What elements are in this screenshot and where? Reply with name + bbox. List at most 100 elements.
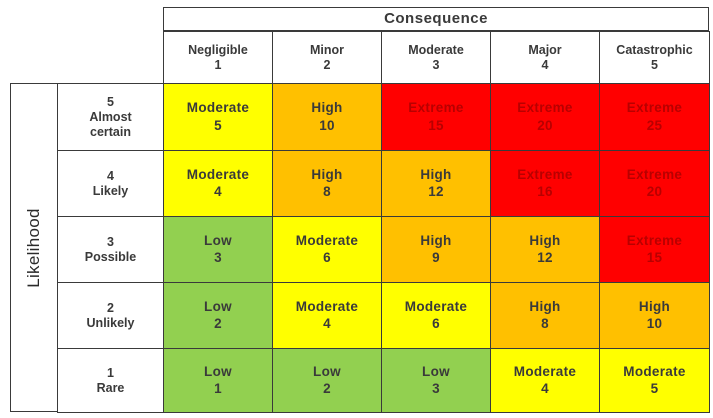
risk-cell: Low 2 xyxy=(272,348,382,413)
risk-level: Low xyxy=(204,232,232,248)
risk-score: 1 xyxy=(214,381,222,396)
column-label: Catastrophic xyxy=(616,42,693,57)
risk-cell: Extreme 20 xyxy=(599,150,710,217)
row-header: 3 Possible xyxy=(57,216,164,283)
risk-level: Extreme xyxy=(517,166,573,182)
risk-cell: High 10 xyxy=(272,83,382,151)
column-label: Major xyxy=(528,42,562,57)
risk-score: 12 xyxy=(428,184,444,199)
risk-level: High xyxy=(420,166,452,182)
risk-score: 3 xyxy=(432,381,440,396)
risk-level: Moderate xyxy=(186,166,250,182)
risk-score: 6 xyxy=(432,316,440,331)
risk-cell: Extreme 16 xyxy=(490,150,600,217)
risk-cell: High 9 xyxy=(381,216,491,283)
row-label: Possible xyxy=(84,249,137,264)
risk-level: Low xyxy=(422,363,450,379)
risk-level: Extreme xyxy=(408,100,464,116)
column-value: 1 xyxy=(214,57,222,72)
risk-level: High xyxy=(311,166,343,182)
risk-level: Low xyxy=(313,363,341,379)
risk-level: Moderate xyxy=(513,363,577,379)
row-header: 2 Unlikely xyxy=(57,282,164,349)
risk-cell: Low 2 xyxy=(163,282,273,349)
consequence-title: Consequence xyxy=(384,10,488,27)
column-header: Moderate 3 xyxy=(381,31,491,84)
column-value: 5 xyxy=(651,57,658,72)
risk-cell: Low 3 xyxy=(381,348,491,413)
risk-cell: Low 1 xyxy=(163,348,273,413)
risk-score: 10 xyxy=(319,117,335,133)
column-header: Negligible 1 xyxy=(163,31,273,84)
risk-cell: Moderate 4 xyxy=(272,282,382,349)
risk-score: 8 xyxy=(323,184,331,199)
risk-score: 4 xyxy=(541,381,549,396)
row-value: 4 xyxy=(107,168,114,183)
row-label: certain xyxy=(90,124,131,139)
risk-level: Extreme xyxy=(626,166,683,182)
row-header: 1 Rare xyxy=(57,348,164,413)
risk-score: 16 xyxy=(537,184,553,199)
risk-score: 6 xyxy=(323,250,331,265)
risk-score: 25 xyxy=(646,117,663,133)
risk-level: Moderate xyxy=(295,232,359,248)
risk-score: 20 xyxy=(537,117,553,133)
row-label: Rare xyxy=(96,380,125,395)
risk-score: 4 xyxy=(323,316,331,331)
risk-cell: High 12 xyxy=(381,150,491,217)
risk-level: Moderate xyxy=(404,298,468,314)
risk-score: 4 xyxy=(214,184,222,199)
risk-score: 20 xyxy=(646,184,663,199)
risk-level: High xyxy=(420,232,452,248)
risk-cell: Moderate 6 xyxy=(381,282,491,349)
risk-score: 9 xyxy=(432,250,440,265)
risk-cell: High 8 xyxy=(272,150,382,217)
risk-cell: High 12 xyxy=(490,216,600,283)
row-label: Likely xyxy=(92,183,129,198)
risk-level: Extreme xyxy=(626,100,683,116)
risk-cell: Extreme 25 xyxy=(599,83,710,151)
row-value: 2 xyxy=(107,300,114,315)
risk-level: Moderate xyxy=(295,298,359,314)
risk-score: 2 xyxy=(323,381,331,396)
risk-level: High xyxy=(311,100,343,116)
risk-cell: Low 3 xyxy=(163,216,273,283)
risk-level: Extreme xyxy=(626,232,683,248)
risk-level: High xyxy=(529,298,561,314)
column-label: Minor xyxy=(309,42,345,57)
risk-cell: High 8 xyxy=(490,282,600,349)
risk-cell: Moderate 5 xyxy=(163,83,273,151)
risk-score: 2 xyxy=(214,316,222,331)
row-label: Unlikely xyxy=(86,315,135,330)
row-header: 4 Likely xyxy=(57,150,164,217)
column-label: Moderate xyxy=(408,42,464,57)
risk-level: High xyxy=(529,232,561,248)
risk-cell: High 10 xyxy=(599,282,710,349)
risk-level: Moderate xyxy=(623,363,686,379)
risk-cell: Extreme 20 xyxy=(490,83,600,151)
risk-score: 12 xyxy=(537,250,553,265)
risk-score: 5 xyxy=(650,381,659,396)
likelihood-title: Likelihood xyxy=(24,207,43,288)
column-value: 4 xyxy=(541,57,549,72)
column-header: Minor 2 xyxy=(272,31,382,84)
risk-level: Low xyxy=(204,363,232,379)
column-value: 3 xyxy=(432,57,440,72)
row-value: 3 xyxy=(107,234,114,249)
risk-level: Moderate xyxy=(186,100,250,116)
risk-cell: Extreme 15 xyxy=(381,83,491,151)
risk-score: 8 xyxy=(541,316,549,331)
risk-score: 15 xyxy=(428,117,444,133)
risk-cell: Moderate 5 xyxy=(599,348,710,413)
column-label: Negligible xyxy=(188,42,248,57)
row-value: 5 xyxy=(107,94,114,109)
risk-level: Extreme xyxy=(517,100,573,116)
risk-level: High xyxy=(638,298,671,314)
row-value: 1 xyxy=(107,365,114,380)
risk-level: Low xyxy=(204,298,232,314)
row-label: Almost xyxy=(89,109,132,124)
row-header: 5 Almost certain xyxy=(57,83,164,151)
consequence-header: Consequence xyxy=(163,7,709,31)
column-header: Catastrophic 5 xyxy=(599,31,710,84)
